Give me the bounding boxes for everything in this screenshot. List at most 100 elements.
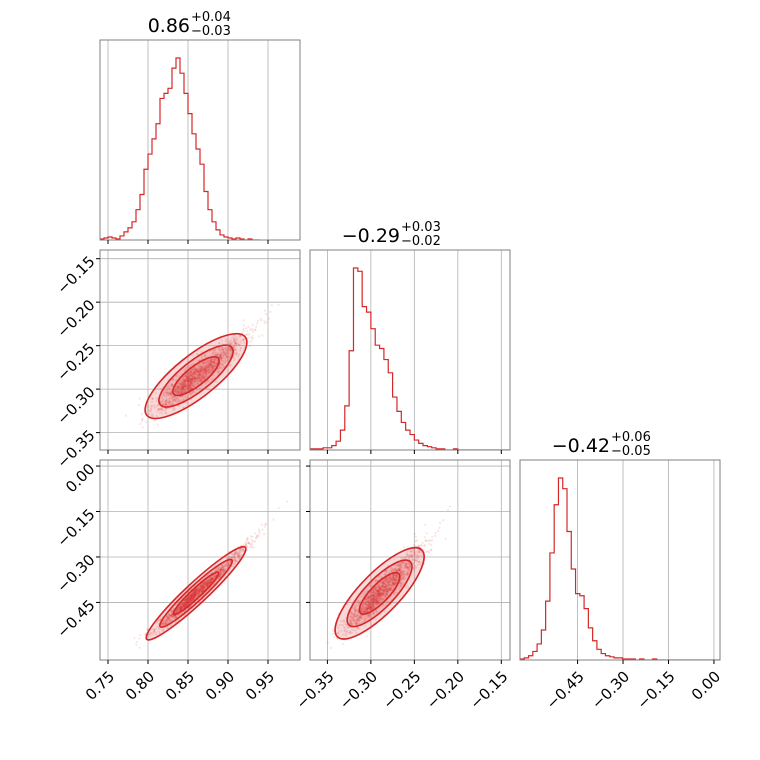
panel-0-sample	[193, 371, 196, 374]
panel-0-sample	[184, 396, 187, 399]
panel-2-sample	[405, 554, 408, 557]
panel-0-sample	[202, 378, 206, 381]
panel-2-sample	[348, 619, 351, 622]
panel-0-sample	[203, 377, 206, 380]
panel-2-sample	[386, 589, 389, 593]
panel-2-sample	[349, 598, 352, 601]
panel-2-sample	[373, 596, 376, 599]
panel-2-sample	[382, 580, 385, 583]
panel-1-sample	[194, 590, 197, 593]
panel-2-sample	[395, 591, 398, 595]
panel-1-sample	[236, 560, 239, 563]
panel-0-sample	[190, 379, 193, 382]
panel-0-sample	[209, 360, 212, 363]
panel-1-sample	[222, 569, 225, 572]
panel-0-sample	[187, 380, 191, 383]
panel-2-sample	[370, 600, 373, 603]
panel-0-sample	[192, 367, 195, 370]
panel-2-sample	[388, 576, 391, 579]
panel-0-sample	[184, 378, 187, 382]
panel-1-sample	[155, 633, 158, 636]
panel-0-sample	[188, 388, 191, 391]
panel-2-sample	[371, 596, 374, 600]
panel-2-sample	[381, 583, 384, 586]
panel-1-sample	[207, 582, 210, 585]
panel-0-sample	[187, 380, 190, 383]
panel-1-sample	[191, 597, 194, 600]
panel-0-sample	[162, 393, 165, 396]
panel-0-sample	[183, 384, 186, 387]
panel-0-sample	[169, 386, 172, 389]
panel-2-sample	[419, 563, 422, 566]
panel-2-sample	[416, 555, 419, 558]
panel-2-sample	[378, 575, 381, 578]
panel-2-sample	[367, 603, 371, 606]
panel-2-sample	[413, 548, 416, 551]
panel-1-sample	[192, 595, 195, 598]
panel-1-sample	[178, 613, 181, 616]
panel-2-sample	[375, 592, 378, 595]
panel-2-sample	[392, 581, 395, 584]
panel-1-sample	[200, 585, 203, 588]
panel-2-sample	[375, 600, 378, 603]
panel-2-sample	[404, 562, 407, 565]
panel-0-sample	[212, 365, 215, 369]
panel-0-sample	[159, 411, 162, 414]
panel-0-sample	[166, 400, 169, 403]
panel-0-sample	[228, 364, 231, 367]
panel-1-sample	[201, 584, 204, 587]
panel-1-sample	[258, 532, 261, 535]
panel-0-sample	[209, 360, 212, 363]
panel-1-sample	[161, 629, 164, 633]
panel-0-sample	[219, 356, 222, 360]
panel-2-sample	[374, 595, 377, 598]
panel-0-sample	[176, 399, 180, 402]
panel-0-sample	[209, 371, 212, 374]
panel-2-sample	[374, 597, 377, 600]
panel-2-sample	[402, 581, 405, 584]
panel-2-sample	[390, 585, 394, 588]
panel-1-sample	[233, 556, 236, 559]
panel-0-sample	[228, 348, 231, 351]
panel-0-sample	[172, 396, 175, 399]
panel-0-sample	[211, 364, 215, 367]
panel-2-sample	[410, 556, 414, 559]
panel-0-sample	[193, 370, 196, 373]
panel-2-sample	[372, 597, 375, 600]
panel-1-sample	[199, 588, 202, 591]
panel-2-sample	[371, 598, 374, 602]
panel-2-sample	[389, 588, 392, 592]
panel-0-sample	[186, 380, 189, 383]
panel-0-sample	[217, 351, 220, 355]
panel-2-sample	[381, 584, 384, 587]
panel-0-sample	[223, 348, 226, 351]
panel-0-sample	[195, 388, 198, 391]
panel-0-sample	[200, 366, 203, 369]
panel-2-sample	[382, 588, 385, 592]
panel-0-sample	[181, 382, 184, 385]
panel-0-sample	[195, 382, 199, 385]
panel-2-sample	[367, 600, 370, 604]
panel-0-sample	[209, 365, 212, 368]
panel-2-sample	[369, 609, 372, 612]
x-tick-label-1-0: −0.35	[292, 668, 337, 713]
panel-0-sample	[190, 377, 193, 380]
panel-0-sample	[222, 360, 226, 363]
panel-2-sample	[372, 602, 376, 605]
panel-0-sample	[234, 342, 237, 346]
panel-1-sample	[193, 594, 196, 597]
panel-1-sample	[242, 549, 245, 552]
panel-2-sample	[374, 579, 377, 582]
panel-0-sample	[195, 368, 198, 371]
panel-1-sample	[182, 606, 185, 609]
panel-0-sample	[193, 377, 196, 380]
panel-2-sample	[370, 594, 374, 597]
title-minus-1: −0.02	[401, 234, 441, 249]
panel-0-sample	[206, 370, 209, 373]
panel-2-sample	[342, 633, 345, 636]
panel-2-sample	[373, 599, 376, 602]
panel-2-sample	[333, 635, 336, 638]
panel-0-sample	[194, 377, 197, 380]
panel-0-sample	[259, 317, 262, 320]
panel-1-sample	[192, 593, 195, 596]
